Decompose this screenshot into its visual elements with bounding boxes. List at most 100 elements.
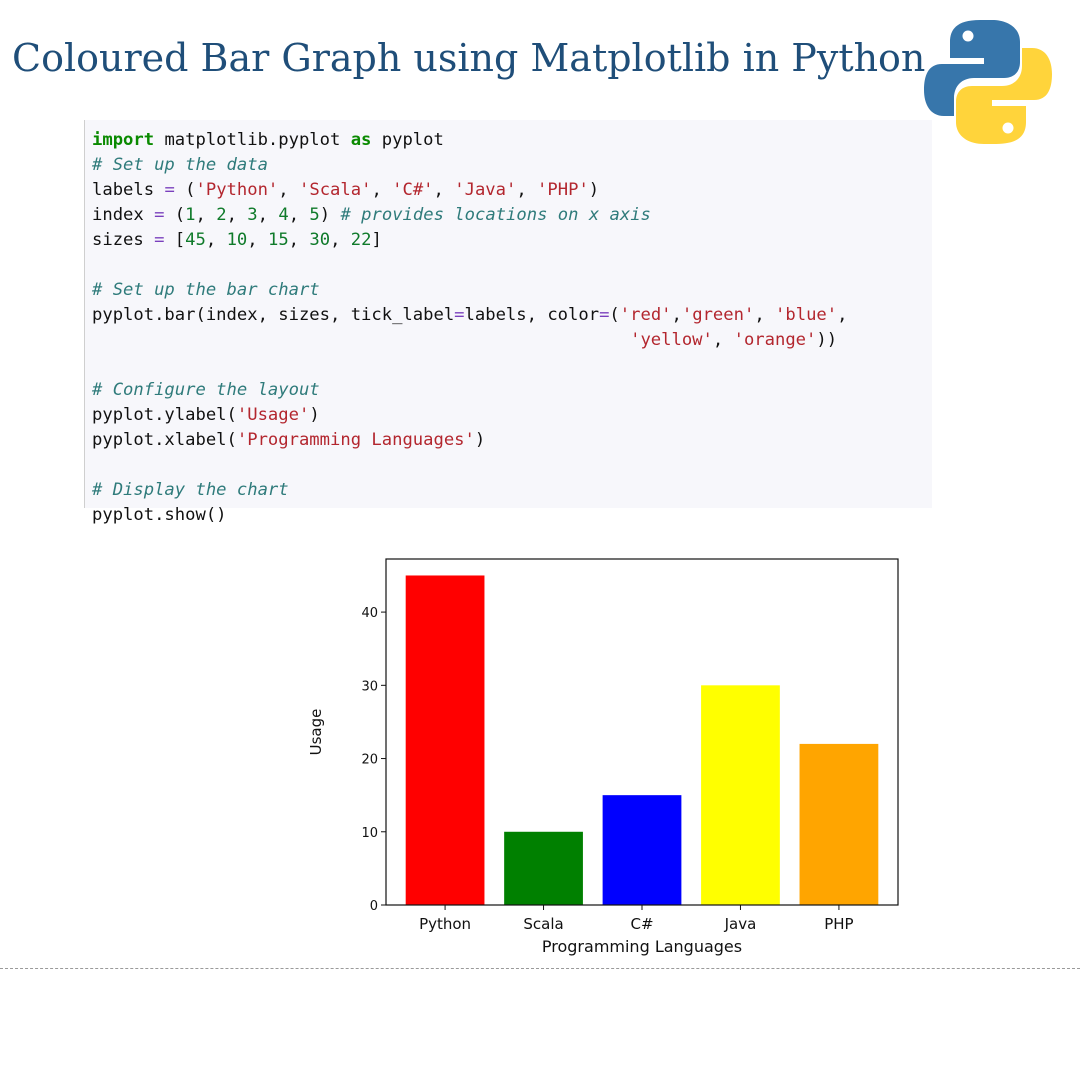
code-token: 3: [247, 205, 258, 225]
code-token: ,: [257, 205, 279, 225]
bar-c-: [602, 795, 682, 905]
code-token: 'orange': [733, 330, 817, 350]
x-tick-label: C#: [630, 915, 653, 933]
code-token: ,: [516, 180, 538, 200]
code-token: 'PHP': [537, 180, 589, 200]
code-line: [92, 253, 932, 278]
bar-java: [701, 685, 780, 905]
code-token: as: [350, 130, 372, 150]
code-token: ,: [837, 305, 848, 325]
code-token: 'Programming Languages': [236, 430, 475, 450]
code-token: labels: [92, 180, 165, 200]
code-token: pyplot.ylabel(: [92, 405, 237, 425]
x-tick-label: Scala: [523, 915, 563, 933]
code-token: 'Scala': [299, 180, 372, 200]
code-token: ,: [754, 305, 776, 325]
code-line: # Display the chart: [92, 478, 932, 503]
code-token: ,: [247, 230, 268, 250]
x-tick-label: Java: [724, 915, 757, 933]
code-token: # Configure the layout: [92, 380, 320, 400]
code-token: pyplot: [371, 130, 444, 150]
code-line: [92, 453, 932, 478]
code-line: labels = ('Python', 'Scala', 'C#', 'Java…: [92, 178, 932, 203]
code-token: ): [474, 430, 486, 450]
code-line: # Set up the data: [92, 153, 932, 178]
code-token: # Set up the data: [92, 155, 268, 175]
code-token: ,: [371, 180, 393, 200]
code-token: ,: [226, 205, 248, 225]
code-token: index: [92, 205, 155, 225]
code-token: 4: [278, 205, 289, 225]
code-token: ,: [288, 230, 310, 250]
code-token: [: [164, 230, 186, 250]
python-logo-icon: [924, 20, 1052, 144]
code-line: [92, 353, 932, 378]
y-tick-label: 10: [361, 826, 378, 841]
code-token: import: [92, 130, 155, 150]
code-token: # provides locations on x axis: [340, 205, 651, 225]
code-token: 15: [267, 230, 289, 250]
code-line: # Set up the bar chart: [92, 278, 932, 303]
code-token: ,: [195, 205, 217, 225]
code-token: 'Python': [195, 180, 279, 200]
code-token: 'Usage': [236, 405, 310, 425]
code-token: 'yellow': [630, 330, 713, 350]
bar-scala: [504, 831, 583, 905]
code-token: ,: [330, 230, 351, 250]
code-token: pyplot.bar(index, sizes, tick_label: [92, 305, 455, 325]
code-line: pyplot.show(): [92, 503, 932, 528]
y-tick-label: 20: [361, 753, 378, 768]
code-token: matplotlib.pyplot: [154, 130, 351, 150]
code-token: (: [174, 180, 196, 200]
code-token: pyplot.show(): [92, 505, 227, 525]
code-token: ,: [433, 180, 455, 200]
code-token: 5: [309, 205, 320, 225]
x-axis-label: Programming Languages: [542, 937, 742, 956]
y-tick-label: 40: [361, 606, 378, 621]
code-token: =: [154, 205, 165, 225]
code-block: import matplotlib.pyplot as pyplot # Set …: [84, 120, 932, 525]
bar-python: [405, 575, 485, 905]
code-token: 1: [185, 205, 196, 225]
code-token: ,: [288, 205, 310, 225]
code-token: labels, color: [464, 305, 600, 325]
code-token: (: [164, 205, 186, 225]
code-token: =: [599, 305, 610, 325]
code-line: 'yellow', 'orange')): [92, 328, 932, 353]
code-token: (: [609, 305, 620, 325]
code-token: # Set up the bar chart: [92, 280, 320, 300]
code-token: 30: [309, 230, 331, 250]
code-token: [92, 330, 630, 350]
code-line: pyplot.bar(index, sizes, tick_label=labe…: [92, 303, 932, 328]
code-line: sizes = [45, 10, 15, 30, 22]: [92, 228, 932, 253]
x-tick-label: Python: [419, 915, 471, 933]
x-tick-label: PHP: [824, 915, 853, 933]
code-token: ): [588, 180, 600, 200]
code-token: 'C#': [392, 180, 434, 200]
code-token: ): [309, 405, 320, 425]
code-line: pyplot.xlabel('Programming Languages'): [92, 428, 932, 453]
code-token: 'Java': [454, 180, 517, 200]
code-token: 'red': [619, 305, 672, 325]
code-token: 10: [226, 230, 248, 250]
y-tick-label: 0: [370, 899, 378, 914]
code-token: 'blue': [775, 305, 838, 325]
code-token: =: [164, 180, 175, 200]
dashed-divider: [0, 968, 1080, 969]
code-token: ): [319, 205, 341, 225]
code-token: 22: [350, 230, 372, 250]
page-title: Coloured Bar Graph using Matplotlib in P…: [12, 36, 926, 80]
code-token: ,: [671, 305, 682, 325]
code-token: =: [154, 230, 165, 250]
code-token: ]: [371, 230, 382, 250]
code-line: # Configure the layout: [92, 378, 932, 403]
code-token: =: [454, 305, 465, 325]
y-tick-label: 30: [361, 679, 378, 694]
bar-chart: 0 10 20 30 40 Python Scala C# Java PHP Usage Pro…: [307, 558, 899, 956]
code-token: pyplot.xlabel(: [92, 430, 237, 450]
code-token: # Display the chart: [92, 480, 289, 500]
code-line: import matplotlib.pyplot as pyplot: [92, 128, 932, 153]
code-token: 2: [216, 205, 227, 225]
code-token: )): [816, 330, 838, 350]
code-token: ,: [205, 230, 227, 250]
